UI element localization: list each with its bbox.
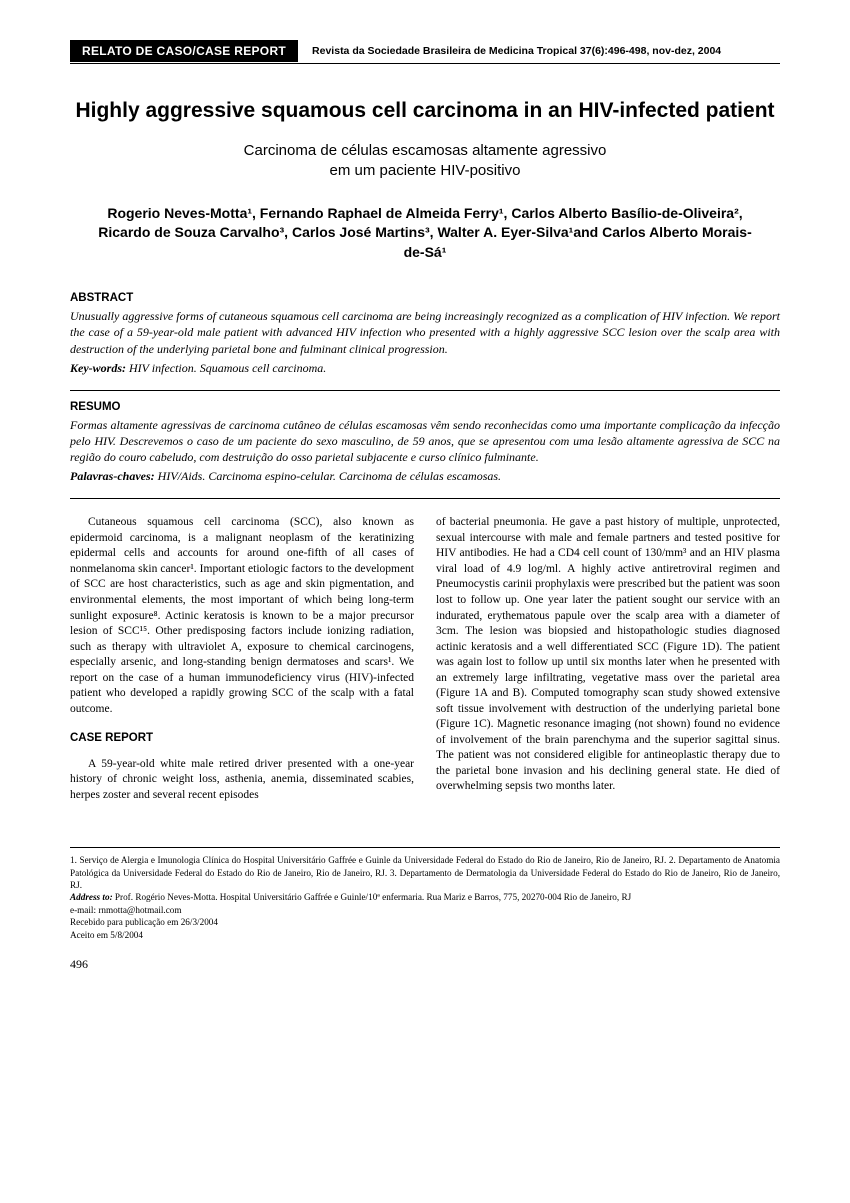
resumo-block: RESUMO Formas altamente agressivas de ca… (70, 401, 780, 485)
accepted-date: Aceito em 5/8/2004 (70, 929, 780, 941)
palavras-label: Palavras-chaves: (70, 469, 155, 483)
correspondence-address: Address to: Prof. Rogério Neves-Motta. H… (70, 891, 780, 903)
abstract-keywords: Key-words: HIV infection. Squamous cell … (70, 361, 780, 376)
keywords-label: Key-words: (70, 361, 126, 375)
body-columns: Cutaneous squamous cell carcinoma (SCC),… (70, 515, 780, 813)
divider (70, 390, 780, 391)
left-column: Cutaneous squamous cell carcinoma (SCC),… (70, 515, 414, 813)
case-paragraph-2: of bacterial pneumonia. He gave a past h… (436, 515, 780, 794)
address-text: Prof. Rogério Neves-Motta. Hospital Univ… (113, 892, 632, 902)
affiliations: 1. Serviço de Alergia e Imunologia Clíni… (70, 854, 780, 891)
intro-paragraph: Cutaneous squamous cell carcinoma (SCC),… (70, 515, 414, 717)
page-number: 496 (70, 957, 780, 972)
article-subtitle: Carcinoma de células escamosas altamente… (70, 141, 780, 182)
palavras-text: HIV/Aids. Carcinoma espino-celular. Carc… (155, 469, 501, 483)
resumo-text: Formas altamente agressivas de carcinoma… (70, 417, 780, 466)
email-line: e-mail: rnmotta@hotmail.com (70, 904, 780, 916)
keywords-text: HIV infection. Squamous cell carcinoma. (126, 361, 326, 375)
abstract-label: ABSTRACT (70, 292, 780, 304)
journal-citation: Revista da Sociedade Brasileira de Medic… (312, 45, 721, 57)
footer-divider (70, 847, 780, 848)
divider (70, 498, 780, 499)
footnotes: 1. Serviço de Alergia e Imunologia Clíni… (70, 854, 780, 941)
case-paragraph-1: A 59-year-old white male retired driver … (70, 757, 414, 804)
resumo-label: RESUMO (70, 401, 780, 413)
subtitle-line-1: Carcinoma de células escamosas altamente… (244, 142, 607, 159)
header-bar: RELATO DE CASO/CASE REPORT Revista da So… (70, 40, 780, 64)
case-report-heading: CASE REPORT (70, 731, 414, 747)
address-label: Address to: (70, 892, 113, 902)
subtitle-line-2: em um paciente HIV-positivo (330, 162, 521, 179)
journal-page: RELATO DE CASO/CASE REPORT Revista da So… (0, 0, 850, 1002)
abstract-text: Unusually aggressive forms of cutaneous … (70, 308, 780, 357)
received-date: Recebido para publicação em 26/3/2004 (70, 916, 780, 928)
article-title: Highly aggressive squamous cell carcinom… (70, 99, 780, 123)
resumo-keywords: Palavras-chaves: HIV/Aids. Carcinoma esp… (70, 469, 780, 484)
abstract-block: ABSTRACT Unusually aggressive forms of c… (70, 292, 780, 376)
right-column: of bacterial pneumonia. He gave a past h… (436, 515, 780, 813)
section-type-label: RELATO DE CASO/CASE REPORT (70, 40, 298, 62)
authors-list: Rogerio Neves-Motta¹, Fernando Raphael d… (70, 204, 780, 263)
